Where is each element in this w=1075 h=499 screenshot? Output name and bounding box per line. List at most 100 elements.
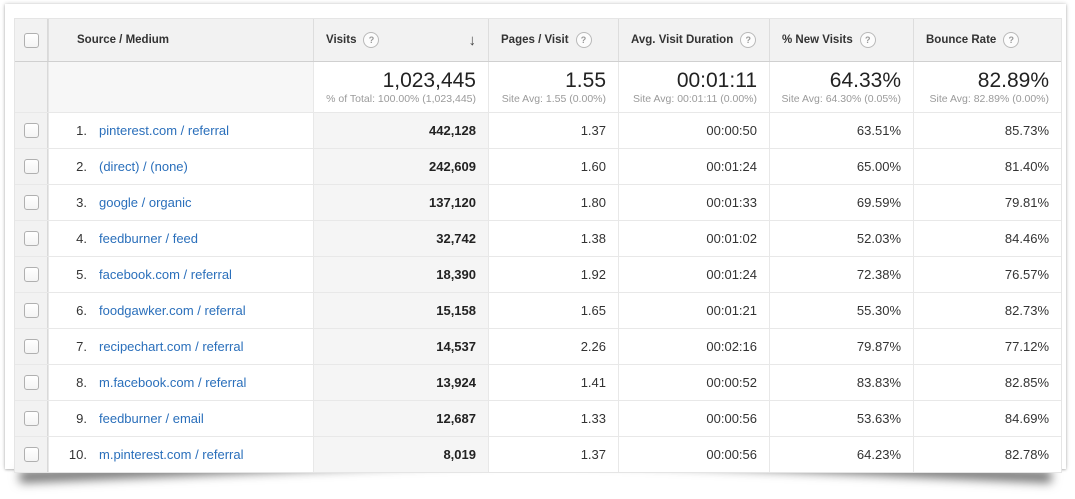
pages-per-visit-cell: 1.60	[488, 149, 618, 184]
help-icon[interactable]: ?	[1003, 32, 1020, 48]
visits-value: 13,924	[436, 375, 476, 390]
pages-per-visit-value: 1.80	[580, 195, 606, 210]
column-header-label: Visits	[326, 34, 357, 46]
column-header-source-medium[interactable]: Source / Medium	[48, 19, 313, 61]
row-checkbox-cell	[15, 257, 48, 292]
avg-visit-duration-cell: 00:02:16	[618, 329, 769, 364]
table-row: 6. foodgawker.com / referral 15,158 1.65…	[15, 293, 1061, 329]
row-checkbox-cell	[15, 293, 48, 328]
summary-subtext: Site Avg: 00:01:11 (0.00%)	[633, 93, 757, 105]
pct-new-visits-value: 79.87%	[856, 339, 901, 354]
row-checkbox[interactable]	[23, 411, 39, 426]
visits-value: 12,687	[436, 411, 476, 426]
pct-new-visits-cell: 63.51%	[769, 113, 913, 148]
pct-new-visits-cell: 72.38%	[769, 257, 913, 292]
column-header-avg-visit-duration[interactable]: Avg. Visit Duration ?	[618, 19, 769, 61]
row-checkbox[interactable]	[23, 447, 39, 462]
pages-per-visit-value: 1.92	[580, 267, 606, 282]
column-header-visits[interactable]: Visits ? ↓	[313, 19, 488, 61]
help-icon[interactable]: ?	[575, 32, 592, 48]
pct-new-visits-cell: 53.63%	[769, 401, 913, 436]
bounce-rate-cell: 77.12%	[913, 329, 1061, 364]
pct-new-visits-cell: 55.30%	[769, 293, 913, 328]
pages-per-visit-value: 1.65	[580, 303, 606, 318]
summary-value: 1.55	[565, 69, 606, 92]
source-medium-link[interactable]: m.pinterest.com / referral	[99, 447, 244, 462]
analytics-report-card: Source / Medium Visits ? ↓ Pages / Visit…	[5, 4, 1066, 473]
visits-cell: 442,128	[313, 113, 488, 148]
row-checkbox[interactable]	[23, 303, 39, 318]
avg-visit-duration-value: 00:00:56	[706, 447, 757, 462]
row-checkbox[interactable]	[23, 231, 39, 246]
bounce-rate-value: 79.81%	[1004, 195, 1049, 210]
visits-value: 15,158	[436, 303, 476, 318]
table-row: 5. facebook.com / referral 18,390 1.92 0…	[15, 257, 1061, 293]
source-medium-link[interactable]: recipechart.com / referral	[99, 339, 244, 354]
pct-new-visits-value: 69.59%	[856, 195, 901, 210]
row-checkbox-cell	[15, 221, 48, 256]
source-medium-link[interactable]: pinterest.com / referral	[99, 123, 230, 138]
summary-row: 1,023,445 % of Total: 100.00% (1,023,445…	[15, 62, 1061, 113]
source-medium-link[interactable]: (direct) / (none)	[99, 159, 188, 174]
sort-descending-icon[interactable]: ↓	[468, 31, 477, 49]
row-rank: 7.	[76, 339, 87, 354]
pct-new-visits-cell: 52.03%	[769, 221, 913, 256]
help-icon[interactable]: ?	[740, 32, 757, 48]
source-medium-link[interactable]: facebook.com / referral	[99, 267, 232, 282]
source-medium-link[interactable]: m.facebook.com / referral	[99, 375, 247, 390]
row-checkbox[interactable]	[23, 159, 39, 174]
bounce-rate-cell: 81.40%	[913, 149, 1061, 184]
column-header-bounce-rate[interactable]: Bounce Rate ?	[913, 19, 1061, 61]
column-header-pct-new-visits[interactable]: % New Visits ?	[769, 19, 913, 61]
summary-subtext: Site Avg: 82.89% (0.00%)	[929, 93, 1049, 105]
avg-visit-duration-cell: 00:00:50	[618, 113, 769, 148]
help-icon[interactable]: ?	[363, 32, 380, 48]
bounce-rate-cell: 84.46%	[913, 221, 1061, 256]
column-header-label: Avg. Visit Duration	[631, 34, 734, 46]
source-medium-cell: 3. google / organic	[48, 185, 313, 220]
source-medium-link[interactable]: feedburner / email	[99, 411, 204, 426]
help-icon[interactable]: ?	[859, 32, 876, 48]
row-checkbox[interactable]	[23, 123, 39, 138]
summary-subtext: Site Avg: 64.30% (0.05%)	[781, 93, 901, 105]
row-rank: 8.	[76, 375, 87, 390]
source-medium-table: Source / Medium Visits ? ↓ Pages / Visit…	[14, 18, 1062, 473]
select-all-cell	[15, 19, 48, 61]
pct-new-visits-value: 55.30%	[856, 303, 901, 318]
table-row: 9. feedburner / email 12,687 1.33 00:00:…	[15, 401, 1061, 437]
table-body: 1. pinterest.com / referral 442,128 1.37…	[15, 113, 1061, 472]
row-checkbox[interactable]	[23, 267, 39, 282]
summary-bounce-rate: 82.89% Site Avg: 82.89% (0.00%)	[913, 62, 1061, 112]
bounce-rate-value: 84.69%	[1004, 411, 1049, 426]
pct-new-visits-cell: 79.87%	[769, 329, 913, 364]
bounce-rate-value: 82.85%	[1004, 375, 1049, 390]
column-header-pages-per-visit[interactable]: Pages / Visit ?	[488, 19, 618, 61]
row-checkbox-cell	[15, 113, 48, 148]
pages-per-visit-cell: 1.92	[488, 257, 618, 292]
table-row: 2. (direct) / (none) 242,609 1.60 00:01:…	[15, 149, 1061, 185]
bounce-rate-value: 76.57%	[1004, 267, 1049, 282]
avg-visit-duration-value: 00:01:24	[706, 267, 757, 282]
select-all-checkbox[interactable]	[23, 32, 39, 48]
source-medium-cell: 5. facebook.com / referral	[48, 257, 313, 292]
bounce-rate-value: 82.78%	[1004, 447, 1049, 462]
source-medium-link[interactable]: foodgawker.com / referral	[99, 303, 246, 318]
column-header-label: Bounce Rate	[926, 34, 997, 46]
source-medium-link[interactable]: google / organic	[99, 195, 192, 210]
source-medium-link[interactable]: feedburner / feed	[99, 231, 199, 246]
row-checkbox[interactable]	[23, 195, 39, 210]
row-checkbox[interactable]	[23, 339, 39, 354]
pages-per-visit-cell: 1.37	[488, 437, 618, 472]
row-checkbox-cell	[15, 437, 48, 472]
pct-new-visits-value: 65.00%	[856, 159, 901, 174]
row-rank: 1.	[76, 123, 87, 138]
row-checkbox[interactable]	[23, 375, 39, 390]
bounce-rate-cell: 84.69%	[913, 401, 1061, 436]
table-row: 3. google / organic 137,120 1.80 00:01:3…	[15, 185, 1061, 221]
summary-avg-visit-duration: 00:01:11 Site Avg: 00:01:11 (0.00%)	[618, 62, 769, 112]
bounce-rate-value: 82.73%	[1004, 303, 1049, 318]
pages-per-visit-cell: 1.65	[488, 293, 618, 328]
bounce-rate-value: 81.40%	[1004, 159, 1049, 174]
pages-per-visit-value: 1.60	[580, 159, 606, 174]
visits-cell: 137,120	[313, 185, 488, 220]
